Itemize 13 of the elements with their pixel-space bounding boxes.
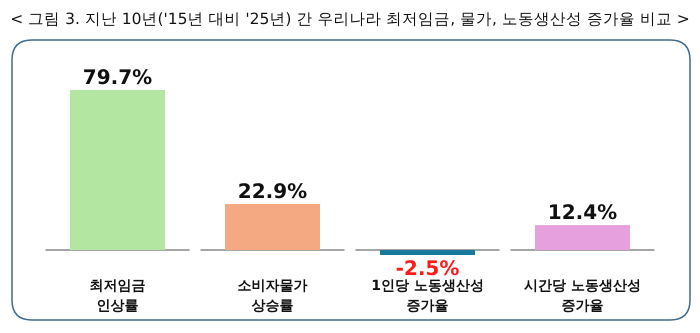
x-tick-label: 소비자물가 상승률 [238,278,308,314]
bar [225,204,320,250]
bar [380,250,475,256]
bar [70,90,165,250]
data-label: -2.5% [396,256,460,280]
data-label: 12.4% [548,200,618,224]
data-label: 22.9% [238,179,308,204]
data-label: 79.7% [82,65,152,89]
x-tick-label: 시간당 노동생산성 증가율 [524,278,641,314]
chart-title: < 그림 3. 지난 10년('15년 대비 '25년) 간 우리나라 최저임금, 물가, 노동생산성 증가율 비교 > [10,10,690,28]
x-tick-label: 1인당 노동생산성 증가율 [371,278,484,314]
x-tick-label: 최저임금 인상률 [90,278,146,314]
bar [535,225,630,250]
